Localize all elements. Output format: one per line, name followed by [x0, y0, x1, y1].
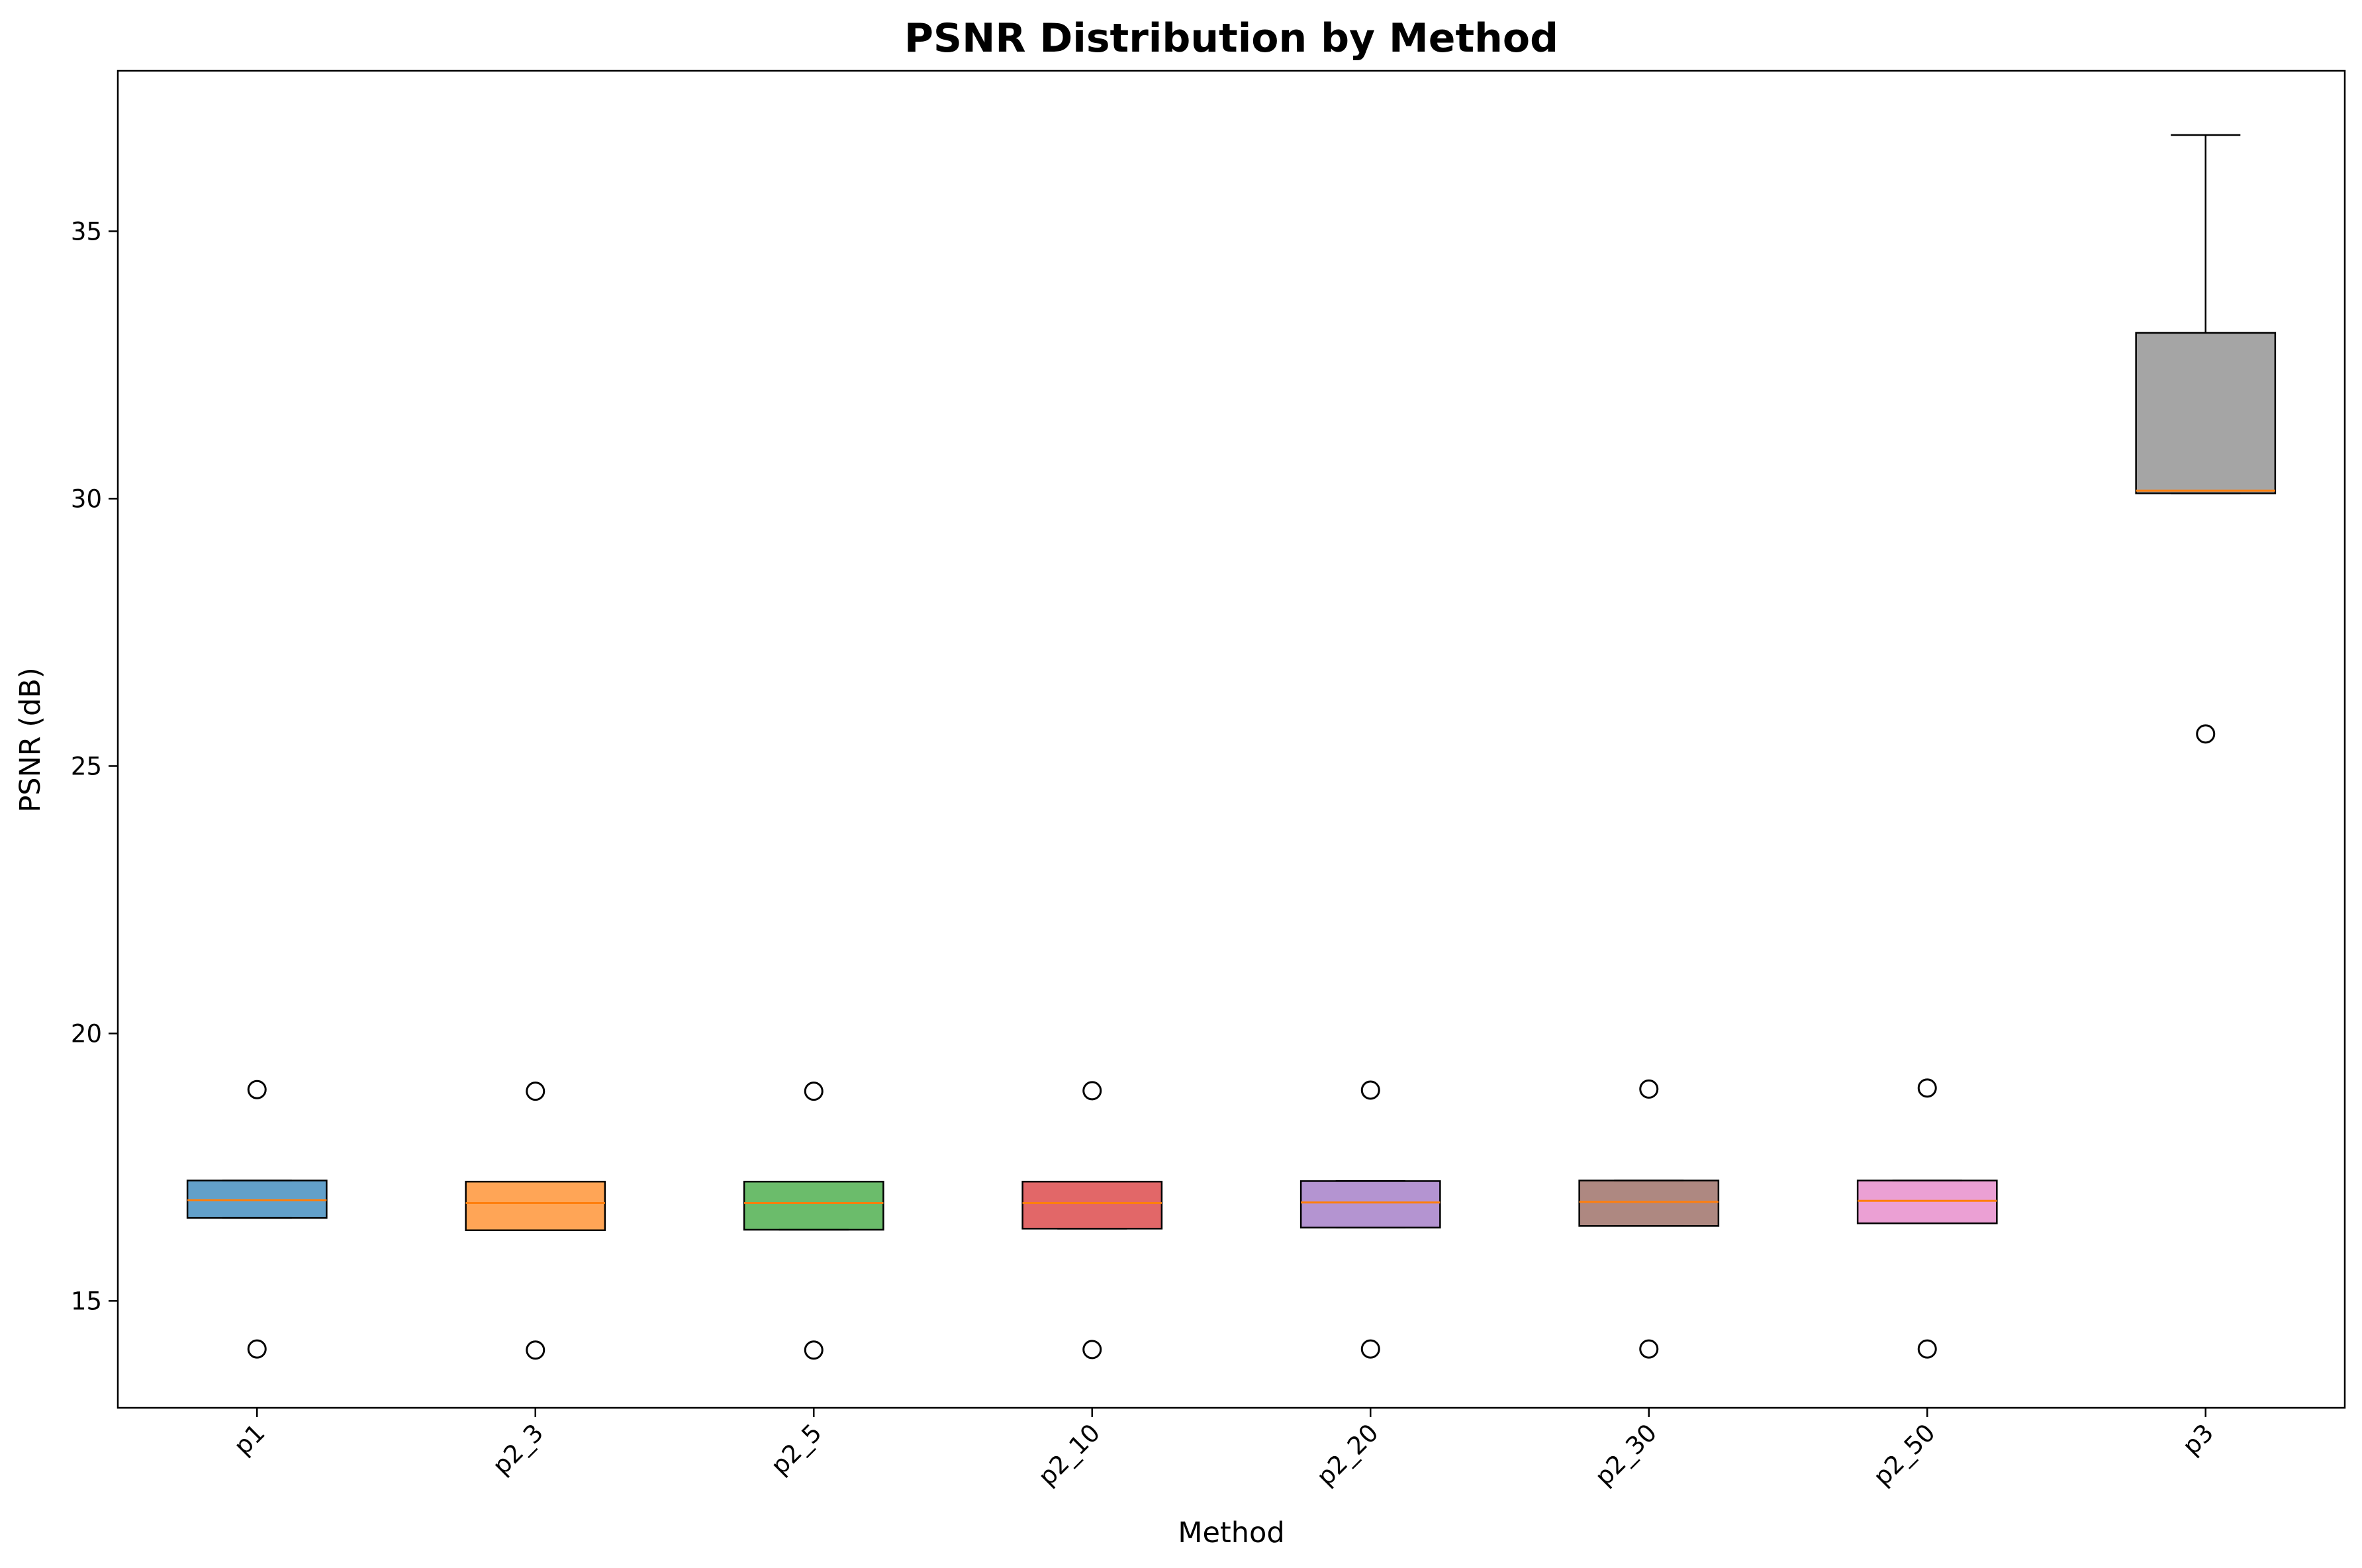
box-p1 [186, 1179, 328, 1219]
outlier-point-p2_10-1 [1082, 1340, 1102, 1360]
box-group-p2_5 [743, 1082, 884, 1360]
box-group-p2_20 [1299, 1080, 1441, 1359]
x-tick-label-p1: p1 [228, 1418, 271, 1461]
outlier-point-p2_30-0 [1639, 1079, 1659, 1099]
y-tick-label-35: 35 [71, 217, 102, 246]
y-tick-label-25: 25 [71, 752, 102, 780]
outlier-point-p2_3-1 [526, 1340, 545, 1360]
outlier-point-p1-1 [247, 1339, 267, 1359]
outlier-point-p1-0 [247, 1080, 267, 1099]
box-p2_3 [465, 1180, 606, 1231]
y-tick-label-20: 20 [71, 1019, 102, 1048]
box-p3 [2135, 332, 2277, 494]
x-tick-label-p2_30: p2_30 [1589, 1418, 1662, 1491]
outlier-point-p2_20-1 [1360, 1339, 1380, 1359]
box-group-p3 [2135, 134, 2277, 744]
plot-area [186, 134, 2277, 1360]
box-p2_30 [1578, 1179, 1720, 1227]
box-group-p2_50 [1856, 1078, 1998, 1359]
outlier-point-p2_50-1 [1917, 1339, 1937, 1359]
outlier-point-p2_5-0 [804, 1082, 824, 1101]
outlier-point-p2_5-1 [804, 1340, 824, 1360]
box-group-p2_30 [1578, 1079, 1720, 1359]
y-tick-label-30: 30 [71, 484, 102, 513]
box-p2_5 [743, 1180, 884, 1231]
outlier-point-p2_30-1 [1639, 1339, 1659, 1359]
x-tick-label-p2_10: p2_10 [1033, 1418, 1106, 1491]
y-axis-label: PSNR (dB) [14, 667, 47, 812]
outlier-point-p2_50-0 [1917, 1078, 1937, 1098]
box-group-p2_3 [465, 1082, 606, 1360]
box-p2_20 [1299, 1180, 1441, 1228]
chart-title: PSNR Distribution by Method [904, 15, 1558, 62]
box-p2_50 [1856, 1179, 1998, 1224]
outlier-point-p2_10-0 [1082, 1081, 1102, 1101]
axes: 15 20 25 30 35 p1 p2_3 p2_5 p2_10 p2_20 p2_30 p2_50… [71, 217, 2219, 1491]
y-tick-label-15: 15 [71, 1287, 102, 1315]
box-group-p1 [186, 1080, 328, 1359]
outlier-point-p3-0 [2196, 724, 2216, 744]
box-p2_10 [1021, 1180, 1163, 1230]
x-tick-label-p2_3: p2_3 [487, 1418, 549, 1480]
outlier-point-p2_3-0 [526, 1082, 545, 1101]
x-tick-label-p2_20: p2_20 [1311, 1418, 1384, 1491]
x-tick-label-p2_50: p2_50 [1868, 1418, 1941, 1491]
box-group-p2_10 [1021, 1081, 1163, 1360]
x-tick-label-p2_5: p2_5 [765, 1418, 827, 1480]
x-axis-label: Method [1178, 1516, 1284, 1549]
plot-frame [117, 69, 2346, 1409]
x-tick-label-p3: p3 [2177, 1418, 2219, 1461]
outlier-point-p2_20-0 [1360, 1080, 1380, 1100]
